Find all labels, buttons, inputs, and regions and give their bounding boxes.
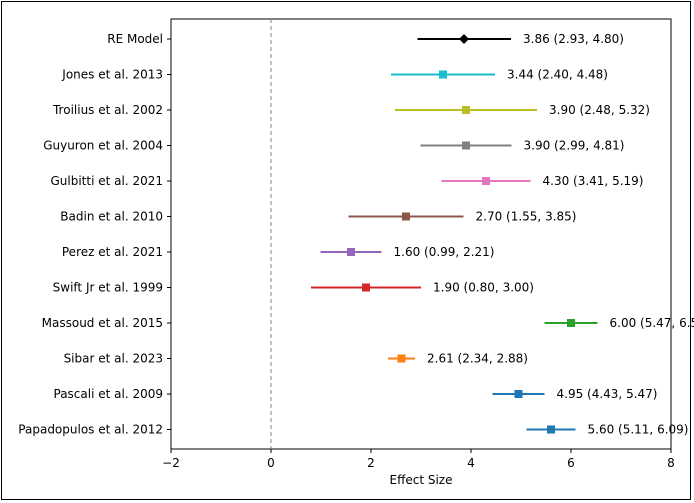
value-label: 3.90 (2.48, 5.32) [549,103,650,117]
estimate-marker [362,283,370,292]
x-axis: −2 0 2 4 6 8 [162,449,675,470]
estimate-marker [567,319,575,327]
study-label: Guyuron et al. 2004 [43,139,163,153]
study-rows: RE Model 3.86 (2.93, 4.80) Jones et al. 20… [18,32,694,437]
study-label: Jones et al. 2013 [61,68,163,82]
study-row: Perez et al. 2021 1.60 (0.99, 2.21) [62,245,495,259]
study-row: RE Model 3.86 (2.93, 4.80) [107,32,624,46]
study-label: Swift Jr et al. 1999 [53,281,163,295]
estimate-marker [462,106,470,114]
x-tick-label: 2 [367,456,375,470]
value-label: 2.61 (2.34, 2.88) [427,352,528,366]
value-label: 3.44 (2.40, 4.48) [507,68,608,82]
study-row: Gulbitti et al. 2021 4.30 (3.41, 5.19) [50,174,643,188]
study-label: Perez et al. 2021 [62,245,163,259]
study-row: Jones et al. 2013 3.44 (2.40, 4.48) [61,68,608,82]
value-label: 4.30 (3.41, 5.19) [543,174,644,188]
value-label: 1.90 (0.80, 3.00) [433,281,534,295]
x-axis-label: Effect Size [390,473,453,487]
study-row: Troilius et al. 2002 3.90 (2.48, 5.32) [52,103,650,117]
study-label: Sibar et al. 2023 [64,352,163,366]
study-row: Guyuron et al. 2004 3.90 (2.99, 4.81) [43,139,624,153]
x-tick-label: −2 [162,456,180,470]
estimate-marker [462,141,470,150]
estimate-marker [402,212,410,221]
study-row: Massoud et al. 2015 6.00 (5.47, 6.53) [42,316,694,330]
value-label: 4.95 (4.43, 5.47) [557,387,658,401]
x-tick-label: 4 [467,456,475,470]
study-row: Papadopulos et al. 2012 5.60 (5.11, 6.09) [18,423,688,437]
estimate-marker [439,70,447,79]
study-label: Papadopulos et al. 2012 [18,423,163,437]
x-tick-label: 0 [267,456,275,470]
estimate-marker [547,425,555,434]
study-row: Sibar et al. 2023 2.61 (2.34, 2.88) [64,352,528,366]
study-label: Badin et al. 2010 [60,210,163,224]
value-label: 5.60 (5.11, 6.09) [588,423,689,437]
estimate-marker [397,354,406,363]
value-label: 3.86 (2.93, 4.80) [523,32,624,46]
study-row: Badin et al. 2010 2.70 (1.55, 3.85) [60,210,576,224]
x-tick-label: 8 [667,456,675,470]
value-label: 2.70 (1.55, 3.85) [476,210,577,224]
study-label: Troilius et al. 2002 [52,103,163,117]
estimate-marker [459,34,469,44]
plot-area [170,18,672,450]
study-label: Pascali et al. 2009 [54,387,164,401]
value-label: 3.90 (2.99, 4.81) [524,139,625,153]
study-row: Pascali et al. 2009 4.95 (4.43, 5.47) [54,387,658,401]
study-row: Swift Jr et al. 1999 1.90 (0.80, 3.00) [53,281,534,295]
study-label: Gulbitti et al. 2021 [50,174,163,188]
value-label: 1.60 (0.99, 2.21) [394,245,495,259]
estimate-marker [514,390,523,398]
estimate-marker [347,248,355,256]
value-label: 6.00 (5.47, 6.53) [610,316,694,330]
x-tick-label: 6 [567,456,575,470]
estimate-marker [482,177,490,185]
study-label: Massoud et al. 2015 [42,316,163,330]
study-label: RE Model [107,32,163,46]
